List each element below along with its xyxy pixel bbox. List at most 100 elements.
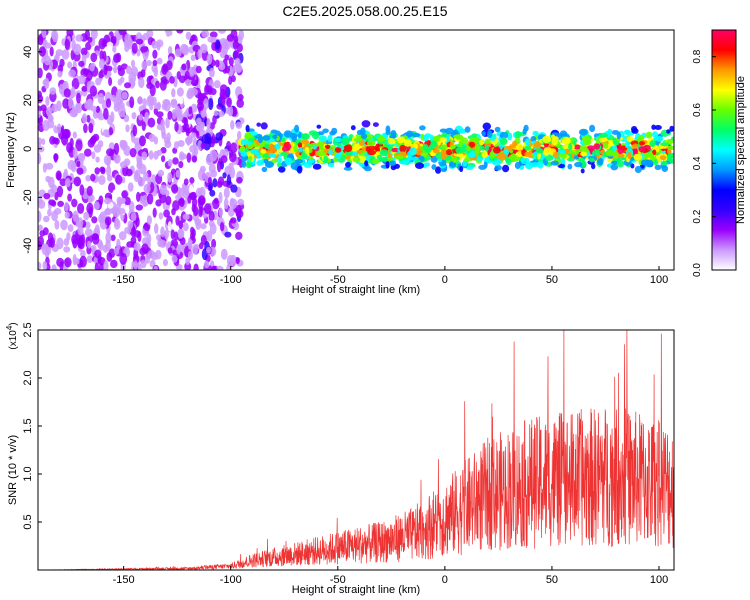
- heatmap-blob: [147, 117, 156, 128]
- heatmap-blob: [60, 219, 68, 231]
- heatmap-blob: [178, 97, 184, 105]
- heatmap-blob: [610, 164, 619, 171]
- heatmap-blob: [66, 142, 73, 154]
- heatmap-blob: [573, 144, 582, 150]
- heatmap-blob: [227, 207, 235, 217]
- heatmap-blob: [153, 103, 161, 110]
- heatmap-blob: [166, 132, 171, 142]
- heatmap-blob: [389, 134, 397, 139]
- heatmap-blob: [493, 146, 501, 154]
- heatmap-blob: [141, 243, 149, 254]
- snr-plot-area: [38, 330, 674, 570]
- heatmap-blob: [525, 138, 531, 146]
- heatmap-blob: [286, 143, 292, 151]
- heatmap-blob: [217, 30, 226, 34]
- heatmap-blob: [573, 155, 580, 160]
- heatmap-blob: [230, 120, 235, 130]
- heatmap-blob: [455, 146, 464, 154]
- heatmap-blob: [237, 130, 242, 141]
- heatmap-blob: [64, 38, 71, 51]
- heatmap-blob: [129, 148, 137, 158]
- heatmap-blob: [340, 155, 347, 161]
- heatmap-blob: [607, 128, 613, 136]
- heatmap-blob: [78, 74, 86, 85]
- heatmap-blob: [155, 80, 160, 89]
- heatmap-blob: [218, 110, 225, 117]
- heatmap-blob: [138, 114, 144, 121]
- heatmap-blob: [152, 59, 158, 67]
- heatmap-blob: [188, 106, 193, 115]
- heatmap-blob: [38, 152, 41, 164]
- heatmap-blob: [148, 150, 154, 160]
- heatmap-blob: [212, 178, 218, 188]
- heatmap-blob: [131, 112, 137, 120]
- heatmap-blob: [564, 148, 570, 155]
- heatmap-blob: [473, 136, 480, 144]
- heatmap-blob: [164, 30, 173, 37]
- heatmap-blob: [244, 131, 252, 139]
- heatmap-blob: [182, 222, 189, 232]
- heatmap-blob: [494, 126, 501, 133]
- heatmap-blob: [103, 197, 112, 205]
- heatmap-blob: [160, 226, 165, 238]
- heatmap-blob: [76, 92, 81, 104]
- heatmap-blob: [226, 263, 232, 270]
- heatmap-blob: [317, 150, 326, 157]
- heatmap-blob: [394, 155, 404, 160]
- heatmap-blob: [274, 143, 281, 150]
- heatmap-blob: [221, 43, 228, 56]
- heatmap-blob: [132, 124, 138, 137]
- heatmap-blob: [84, 228, 93, 237]
- heatmap-blob: [659, 155, 667, 161]
- heatmap-blob: [235, 231, 243, 240]
- heatmap-blob: [73, 176, 82, 187]
- heatmap-blob: [54, 220, 60, 230]
- heatmap-blob: [506, 158, 512, 166]
- heatmap-blob: [167, 110, 173, 120]
- heatmap-blob: [387, 153, 392, 159]
- heatmap-blob: [324, 144, 331, 149]
- heatmap-x-tick-label: -150: [113, 274, 135, 286]
- heatmap-blob: [129, 96, 135, 109]
- heatmap-blob: [445, 127, 454, 135]
- heatmap-blob: [187, 250, 193, 261]
- heatmap-blob: [164, 229, 169, 240]
- heatmap-y-tick-label: 0: [22, 146, 34, 152]
- heatmap-blob: [208, 220, 215, 228]
- heatmap-blob: [71, 234, 78, 245]
- heatmap-blob: [119, 161, 128, 169]
- heatmap-blob: [98, 213, 106, 224]
- heatmap-blob: [198, 195, 206, 206]
- heatmap-blob: [90, 30, 98, 40]
- heatmap-blob: [479, 139, 485, 146]
- heatmap-blob: [601, 142, 609, 149]
- heatmap-blob: [459, 165, 464, 173]
- heatmap-blob: [208, 210, 215, 222]
- heatmap-blob: [156, 42, 161, 51]
- heatmap-blob: [161, 131, 167, 140]
- heatmap-blob: [188, 66, 195, 78]
- heatmap-blob: [511, 140, 517, 149]
- heatmap-blob: [218, 207, 223, 217]
- heatmap-blob: [38, 210, 42, 223]
- heatmap-blob: [226, 174, 232, 186]
- heatmap-blob: [110, 234, 116, 241]
- heatmap-blob: [86, 202, 94, 215]
- heatmap-blob: [256, 122, 262, 127]
- heatmap-blob: [167, 46, 173, 56]
- heatmap-blob: [115, 89, 124, 101]
- heatmap-blob: [124, 196, 131, 206]
- heatmap-blob: [206, 53, 213, 65]
- heatmap-blob: [216, 180, 223, 188]
- heatmap-blob: [204, 203, 212, 215]
- heatmap-blob: [64, 257, 72, 268]
- heatmap-blob: [136, 96, 144, 105]
- heatmap-blob: [328, 149, 333, 155]
- heatmap-blob: [616, 159, 625, 168]
- heatmap-blob: [151, 174, 157, 185]
- heatmap-blob: [108, 127, 114, 136]
- heatmap-blob: [229, 65, 233, 77]
- heatmap-blob: [45, 162, 54, 170]
- heatmap-blob: [87, 240, 92, 249]
- heatmap-blob: [439, 136, 447, 144]
